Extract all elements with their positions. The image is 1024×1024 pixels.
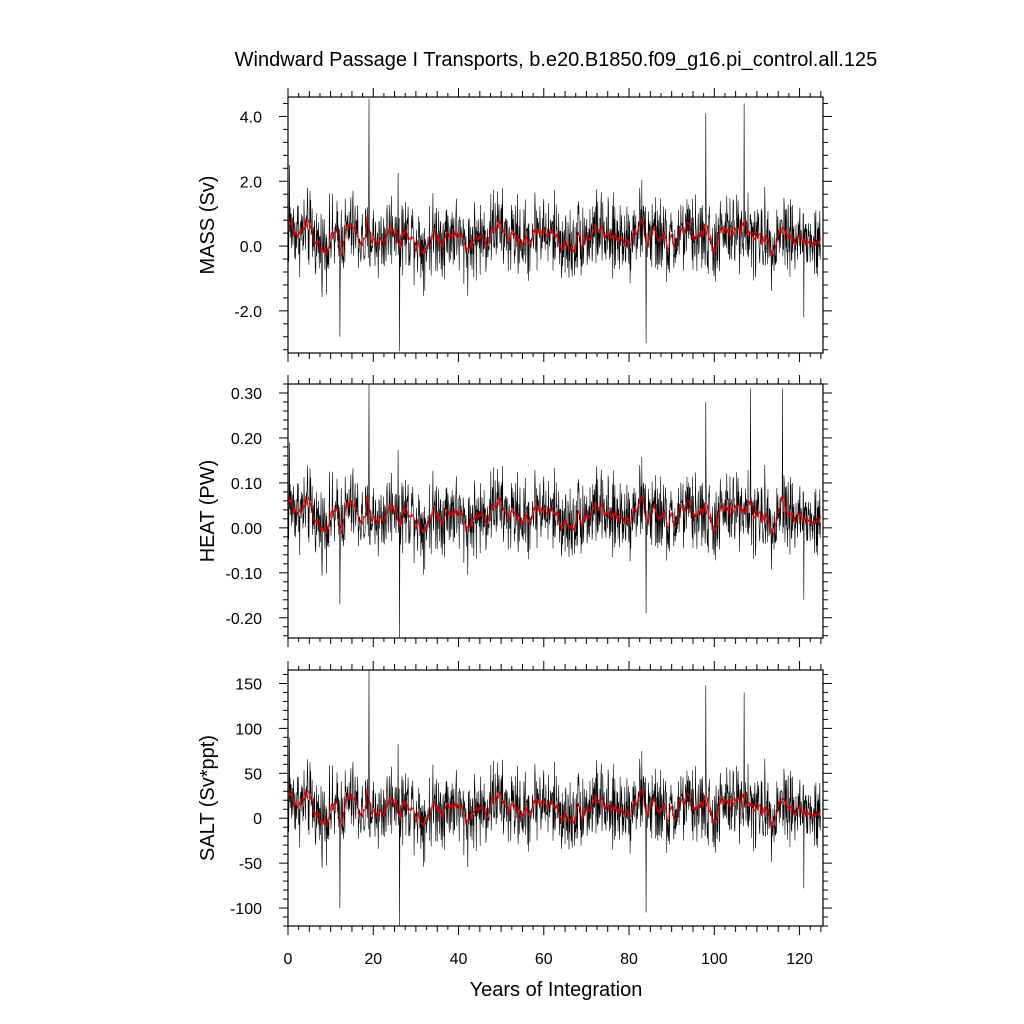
y-tick-label: 4.0 [240, 109, 262, 126]
x-tick-label: 20 [364, 951, 382, 968]
x-tick-label: 0 [284, 951, 293, 968]
y-tick-label: 0.30 [231, 386, 262, 403]
x-tick-label: 60 [535, 951, 553, 968]
y-axis-label: MASS (Sv) [197, 176, 219, 275]
y-tick-label: -2.0 [234, 304, 262, 321]
y-tick-label: 0.20 [231, 431, 262, 448]
y-tick-label: 100 [235, 721, 262, 738]
y-tick-label: 0.00 [231, 521, 262, 538]
x-tick-label: 100 [701, 951, 728, 968]
x-axis-label: Years of Integration [470, 979, 643, 1001]
y-tick-label: 150 [235, 676, 262, 693]
y-tick-label: 50 [244, 766, 262, 783]
plot-frame [287, 383, 824, 639]
plot-frame [287, 96, 824, 354]
y-axis-label: HEAT (PW) [197, 460, 219, 563]
series-line-smooth [288, 215, 821, 258]
series-line-smooth [288, 494, 821, 536]
series-line-raw [288, 384, 821, 638]
y-axis-label: SALT (Sv*ppt) [197, 735, 219, 861]
series-line-raw [288, 98, 821, 352]
y-tick-label: -0.10 [226, 566, 263, 583]
series-line-smooth [288, 787, 821, 829]
panel-salt: 0 20 40 60 80 100 120 150 100 50 0 -50 -100 SALT (Sv*… [197, 661, 832, 968]
plot-frame [287, 669, 824, 927]
y-tick-label: -50 [239, 856, 262, 873]
panels: 4.0 2.0 0.0 -2.0 MASS (Sv) 0.30 0.20 0.10 0.00 -0… [197, 88, 832, 968]
series-line-raw [288, 670, 821, 926]
panel-heat: 0.30 0.20 0.10 0.00 -0.10 -0.20 HEAT (PW) [197, 375, 832, 647]
y-tick-label: 0.10 [231, 476, 262, 493]
x-tick-label: 120 [786, 951, 813, 968]
x-tick-label: 80 [620, 951, 638, 968]
y-tick-label: 0 [253, 811, 262, 828]
y-tick-label: 0.0 [240, 239, 262, 256]
y-tick-label: -100 [230, 901, 262, 918]
y-tick-label: 2.0 [240, 174, 262, 191]
panel-mass: 4.0 2.0 0.0 -2.0 MASS (Sv) [197, 88, 832, 362]
chart-title: Windward Passage I Transports, b.e20.B18… [235, 49, 878, 71]
x-tick-label: 40 [450, 951, 468, 968]
y-tick-label: -0.20 [226, 611, 263, 628]
